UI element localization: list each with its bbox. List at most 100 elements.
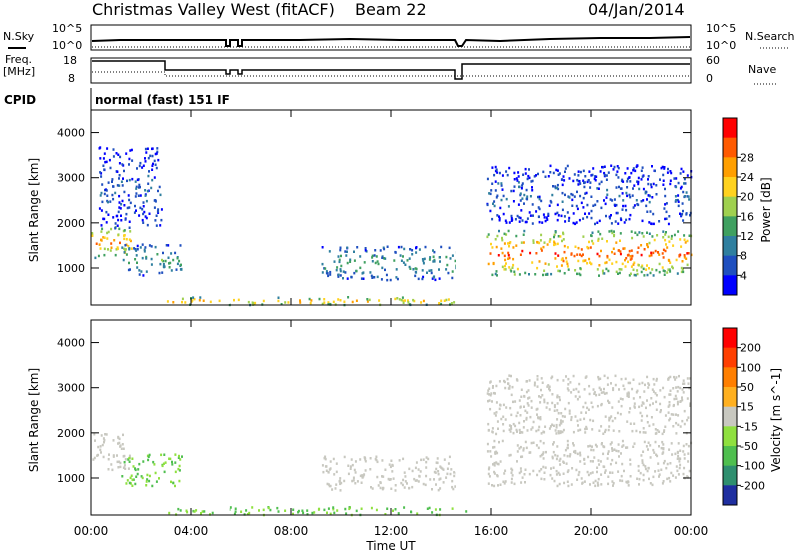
heatmap-cell <box>417 480 420 483</box>
heatmap-cell <box>567 469 570 472</box>
heatmap-cell <box>643 248 646 251</box>
heatmap-cell <box>498 215 500 218</box>
heatmap-cell <box>508 221 511 224</box>
heatmap-cell <box>506 173 509 177</box>
y-tick-label: 4000 <box>57 337 85 350</box>
heatmap-cell <box>666 462 669 466</box>
heatmap-cell <box>596 466 599 469</box>
heatmap-cell <box>607 482 610 486</box>
heatmap-cell <box>364 469 367 472</box>
heatmap-cell <box>675 413 677 416</box>
heatmap-cell <box>329 273 332 276</box>
heatmap-cell <box>618 430 621 433</box>
heatmap-cell <box>145 199 148 203</box>
heatmap-cell <box>676 272 679 275</box>
heatmap-cell <box>436 461 439 465</box>
heatmap-cell <box>578 395 581 399</box>
heatmap-cell <box>120 180 123 183</box>
heatmap-cell <box>254 301 257 305</box>
heatmap-cell <box>644 383 646 387</box>
heatmap-cell <box>607 269 610 273</box>
heatmap-cell <box>487 262 490 266</box>
heatmap-cell <box>141 208 144 211</box>
heatmap-cell <box>513 273 516 276</box>
heatmap-cell <box>617 400 620 403</box>
heatmap-cell <box>421 269 424 272</box>
heatmap-cell <box>496 234 499 238</box>
heatmap-cell <box>576 419 579 423</box>
heatmap-cell <box>643 274 646 277</box>
heatmap-cell <box>423 257 426 261</box>
heatmap-cell <box>410 510 412 513</box>
heatmap-cell <box>343 455 346 459</box>
heatmap-cell <box>661 440 664 444</box>
heatmap-cell <box>555 426 558 429</box>
heatmap-cell <box>683 238 686 241</box>
heatmap-cell <box>343 479 346 483</box>
heatmap-cell <box>209 513 211 516</box>
nsky-label: N.Sky <box>3 30 35 43</box>
heatmap-cell <box>547 384 550 387</box>
heatmap-cell <box>648 424 651 428</box>
data-gap <box>221 111 230 304</box>
heatmap-cell <box>162 462 165 465</box>
heatmap-cell <box>637 264 640 267</box>
heatmap-cell <box>108 453 110 456</box>
heatmap-cell <box>548 427 551 430</box>
heatmap-cell <box>589 472 592 475</box>
heatmap-cell <box>132 478 135 481</box>
heatmap-cell <box>669 393 672 396</box>
heatmap-cell <box>539 416 542 419</box>
heatmap-cell <box>542 170 545 174</box>
heatmap-cell <box>109 200 112 203</box>
heatmap-cell <box>592 481 595 484</box>
heatmap-cell <box>110 246 113 249</box>
nave-tick-bottom: 0 <box>706 72 713 85</box>
heatmap-cell <box>131 478 134 482</box>
heatmap-cell <box>171 460 173 464</box>
heatmap-cell <box>508 245 510 248</box>
heatmap-cell <box>564 407 567 411</box>
heatmap-cell <box>139 194 142 197</box>
heatmap-cell <box>675 465 678 468</box>
heatmap-cell <box>612 484 614 487</box>
heatmap-cell <box>523 193 526 197</box>
colorbar-segment <box>723 177 737 198</box>
heatmap-cell <box>141 166 144 169</box>
heatmap-cell <box>583 388 586 391</box>
heatmap-cell <box>613 165 616 169</box>
heatmap-cell <box>643 440 646 444</box>
heatmap-cell <box>348 506 351 509</box>
heatmap-cell <box>676 450 679 454</box>
heatmap-cell <box>168 511 171 515</box>
heatmap-cell <box>402 457 405 461</box>
heatmap-cell <box>659 389 662 392</box>
nsearch-tick-top: 10^5 <box>706 22 736 35</box>
heatmap-cell <box>426 271 428 274</box>
heatmap-cell <box>538 220 541 224</box>
heatmap-cell <box>394 489 397 492</box>
heatmap-cell <box>663 207 666 210</box>
heatmap-cell <box>675 199 678 202</box>
heatmap-cell <box>674 394 677 398</box>
heatmap-cell <box>147 455 150 458</box>
heatmap-cell <box>578 470 581 474</box>
heatmap-cell <box>116 170 119 173</box>
heatmap-cell <box>422 275 425 279</box>
colorbar-segment <box>723 328 737 349</box>
colorbar-segment <box>723 367 737 388</box>
heatmap-cell <box>509 453 512 457</box>
heatmap-cell <box>128 238 131 241</box>
heatmap-cell <box>325 469 328 472</box>
heatmap-cell <box>641 414 644 418</box>
heatmap-cell <box>527 174 530 178</box>
heatmap-cell <box>396 297 399 300</box>
heatmap-cell <box>528 396 531 399</box>
heatmap-cell <box>359 255 362 258</box>
heatmap-cell <box>503 472 506 475</box>
heatmap-cell <box>643 390 646 393</box>
heatmap-cell <box>526 197 529 201</box>
heatmap-cell <box>616 170 619 173</box>
heatmap-cell <box>118 184 121 187</box>
heatmap-cell <box>381 459 384 462</box>
